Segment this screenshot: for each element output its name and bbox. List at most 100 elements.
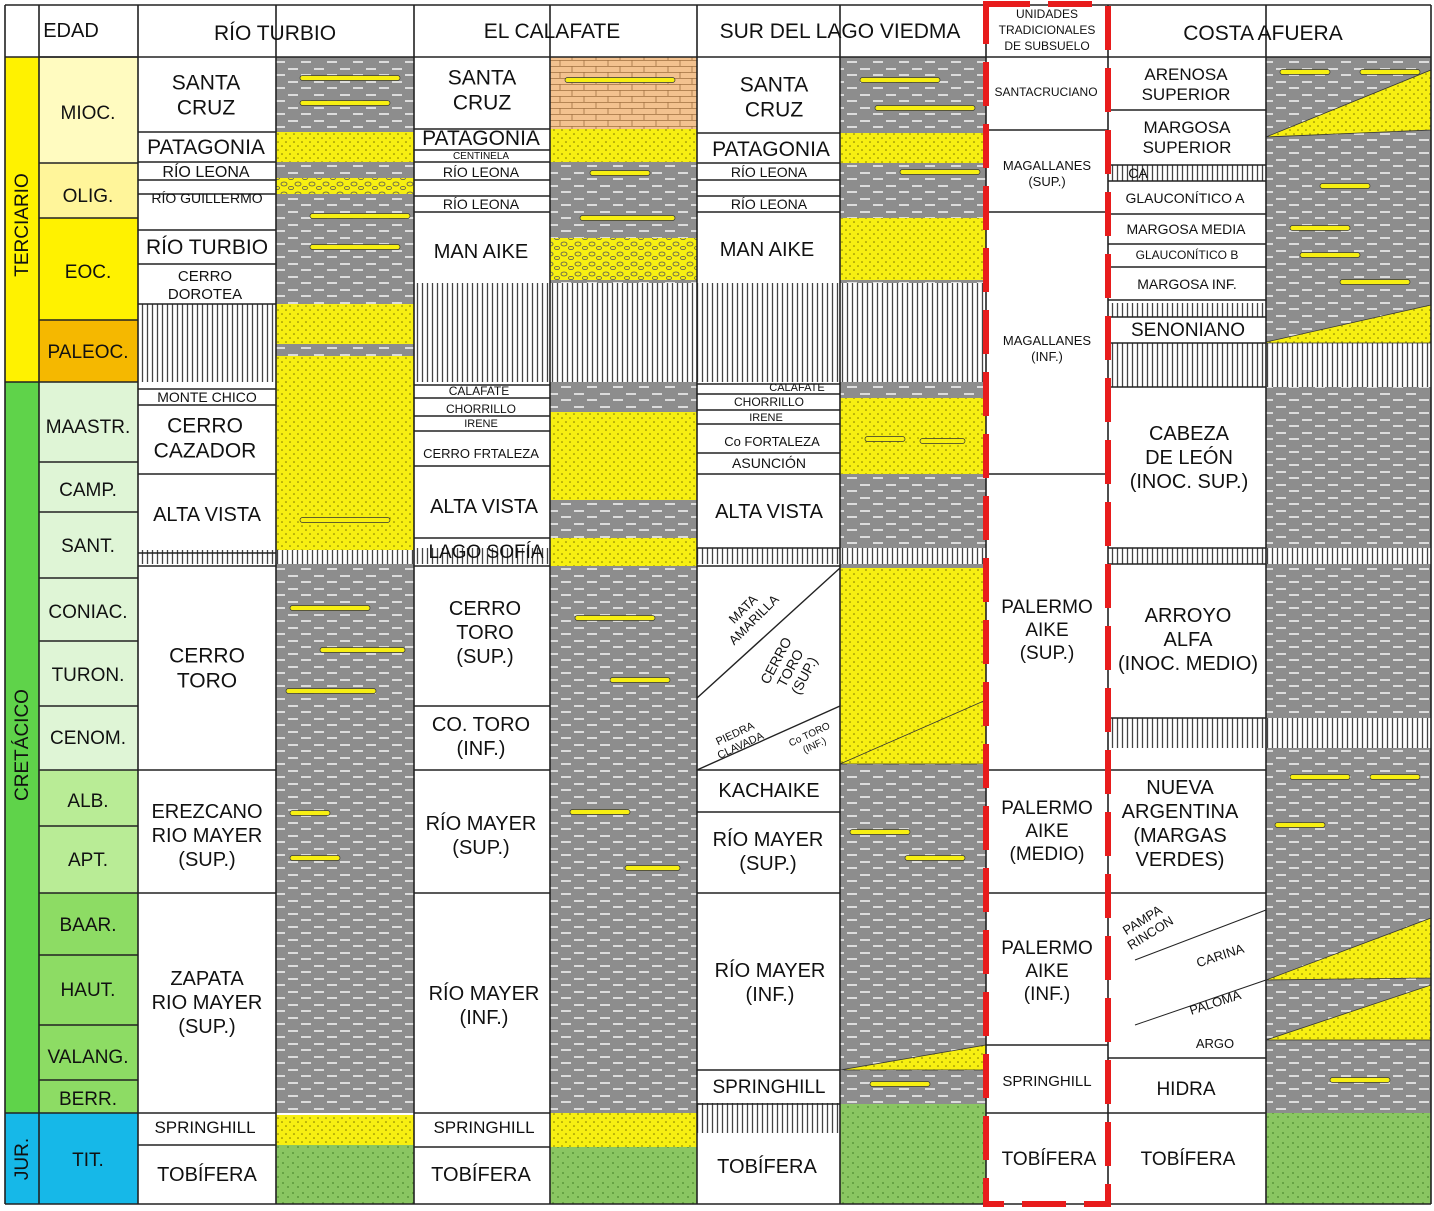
rt-springhill: SPRINGHILL — [154, 1118, 255, 1137]
stage-tit-band — [39, 1113, 138, 1204]
sand-lens — [1319, 183, 1371, 189]
stage-label: HAUT. — [61, 980, 116, 1001]
sand-lens — [1339, 279, 1411, 285]
rt-patagonia: PATAGONIA — [147, 136, 265, 159]
sv-calafate: CALAFATE — [769, 382, 824, 394]
costa-afuera-hiatus — [1108, 343, 1431, 387]
sand-lens — [904, 855, 966, 861]
sv-rio-leona-1: RÍO LEONA — [731, 164, 808, 180]
viedma-facies-divider — [696, 705, 841, 771]
cf-hidra: HIDRA — [1156, 1079, 1215, 1100]
ec-cerro-toro-inf: CO. TORO (INF.) — [432, 714, 530, 760]
sand-lens — [569, 809, 631, 815]
sand-lens — [859, 77, 941, 83]
cf-margosa-media: MARGOSA MEDIA — [1126, 221, 1246, 237]
stage-label: CENOM. — [50, 728, 126, 749]
sand-lens — [299, 100, 391, 106]
ec-rio-leona-1: RÍO LEONA — [443, 164, 520, 180]
ec-rio-mayer-inf: RÍO MAYER (INF.) — [429, 982, 540, 1029]
costa-afuera-hiatus — [1108, 548, 1431, 564]
ua-palermo-sup: PALERMO AIKE (SUP.) — [1001, 597, 1093, 664]
stage-band — [39, 462, 138, 512]
header-costa-afuera: COSTA AFUERA — [1183, 22, 1342, 45]
ua-tobifera: TOBÍFERA — [1002, 1149, 1097, 1170]
cf-argo: ARGO — [1196, 1036, 1234, 1051]
rt-alta-vista: ALTA VISTA — [153, 504, 261, 526]
formation-name-column — [138, 57, 276, 1204]
header-edad: EDAD — [43, 20, 99, 42]
ec-man-aike: MAN AIKE — [434, 241, 528, 263]
rio-turbio-cazador-sand — [276, 356, 414, 554]
rio-turbio-tobifera — [276, 1145, 414, 1204]
period-jurasico: JUR. — [12, 1138, 33, 1180]
sand-lens — [849, 829, 911, 835]
ec-cerro-fortaleza: CERRO FRTALEZA — [423, 446, 539, 461]
formation-name-column — [697, 57, 840, 1204]
stage-band — [39, 320, 138, 382]
stage-label: BAAR. — [59, 915, 116, 936]
sv-tobifera: TOBÍFERA — [717, 1155, 817, 1178]
el-calafate-conglomerate — [550, 238, 697, 280]
cf-arroyo-alfa: ARROYO ALFA (INOC. MEDIO) — [1118, 605, 1258, 675]
rt-cerro-dorotea: CERRO DOROTEA — [168, 268, 242, 303]
period-cretacico: CRETÁCICO — [12, 689, 33, 801]
ec-santa-cruz: SANTA CRUZ — [448, 66, 516, 114]
cf-senoniano: SENONIANO — [1131, 320, 1245, 341]
el-calafate-tobifera — [550, 1147, 697, 1204]
el-calafate-sand — [550, 412, 697, 500]
ec-centinela: CENTINELA — [453, 151, 509, 162]
sand-lens — [874, 105, 976, 111]
cf-nueva-argentina: NUEVA ARGENTINA (MARGAS VERDES) — [1122, 777, 1239, 871]
header-sur-lago-viedma: SUR DEL LAGO VIEDMA — [720, 20, 961, 43]
el-calafate-limestone — [550, 57, 697, 129]
sand-lens — [1359, 69, 1421, 75]
rt-zapata: ZAPATA RIO MAYER (SUP.) — [152, 968, 263, 1038]
cf-glauconitico-a: GLAUCONÍTICO A — [1125, 190, 1245, 206]
sand-lens — [285, 688, 377, 694]
el-calafate-shale — [550, 57, 697, 1113]
ec-rio-mayer-sup: RÍO MAYER (SUP.) — [426, 812, 537, 859]
formation-name-column — [986, 57, 1108, 1204]
costa-afuera-facies-step — [1134, 979, 1267, 1026]
sand-lens — [624, 865, 681, 871]
period-terciario: TERCIARIO — [12, 173, 33, 276]
sand-lens — [309, 213, 411, 219]
cf-margosa-superior: MARGOSA SUPERIOR — [1143, 117, 1232, 156]
stage-label: ALB. — [67, 791, 108, 812]
stage-band — [39, 57, 138, 163]
sand-lens — [1369, 774, 1421, 780]
cf-margosa-inf: MARGOSA INF. — [1137, 276, 1237, 292]
cf-cabeza-de-leon: CABEZA DE LEÓN (INOC. SUP.) — [1130, 423, 1249, 493]
rt-rio-guillermo: RÍO GUILLERMO — [151, 190, 262, 206]
cf-ca: CA — [1128, 165, 1148, 181]
stage-band — [39, 706, 138, 770]
stage-band — [39, 512, 138, 578]
sand-lens — [299, 75, 401, 81]
rt-rio-turbio: RÍO TURBIO — [146, 236, 268, 259]
ec-cerro-toro-sup: CERRO TORO (SUP.) — [449, 598, 521, 668]
sv-man-aike: MAN AIKE — [720, 239, 814, 261]
rt-monte-chico: MONTE CHICO — [157, 389, 257, 405]
el-calafate-springhill-sand — [550, 1113, 697, 1147]
sand-lens — [309, 244, 401, 250]
sand-lens — [289, 810, 331, 816]
stage-band — [39, 893, 138, 955]
sand-lens — [1274, 822, 1326, 828]
costa-afuera-hiatus — [1108, 303, 1266, 317]
stage-label: CONIAC. — [48, 602, 127, 623]
header-unidades-tradicionales: UNIDADES TRADICIONALES DE SUBSUELO — [999, 7, 1096, 53]
ua-magallanes-inf: MAGALLANES (INF.) — [1003, 333, 1091, 364]
cf-tobifera: TOBÍFERA — [1141, 1149, 1236, 1170]
sv-asuncion: ASUNCIÓN — [732, 455, 806, 471]
stage-label: MIOC. — [61, 103, 116, 124]
stage-band — [39, 770, 138, 826]
sand-lens — [919, 438, 966, 444]
sv-springhill: SPRINGHILL — [713, 1077, 826, 1098]
sv-santa-cruz: SANTA CRUZ — [740, 73, 808, 121]
rt-tobifera: TOBÍFERA — [157, 1163, 257, 1186]
el-calafate-hiatus — [414, 548, 550, 564]
ec-patagonia: PATAGONIA — [422, 127, 540, 150]
header-row — [5, 5, 1431, 57]
viedma-hiatus — [697, 283, 986, 382]
